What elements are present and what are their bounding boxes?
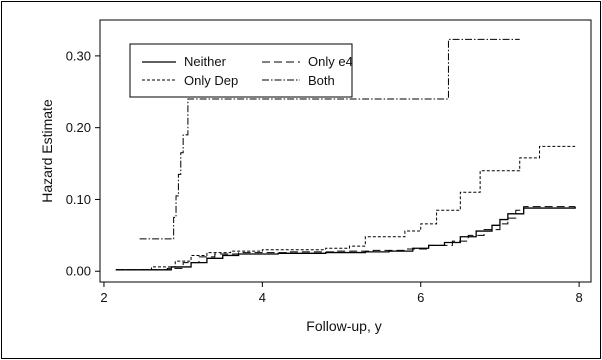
series-layer [115,38,576,271]
x-tick-label: 2 [100,290,107,305]
legend-label-neither: Neither [184,54,227,69]
y-tick-label: 0.30 [66,48,91,63]
y-tick-label: 0.10 [66,192,91,207]
legend-label-only-dep: Only Dep [184,73,238,88]
series-line-both [139,38,520,240]
y-tick-label: 0.20 [66,120,91,135]
x-tick-label: 4 [259,290,266,305]
series-line-only-e4 [115,206,576,271]
y-axis-title: Hazard Estimate [39,99,55,203]
x-tick-label: 6 [417,290,424,305]
series-line-only-dep [115,145,576,271]
x-tick-label: 8 [576,290,583,305]
legend-box [129,43,353,98]
axis-layer: 2 4 6 8 0.00 0.10 0.20 0.30 [66,48,583,305]
legend: Neither Only Dep Only e4 Both [129,43,353,98]
y-tick-label: 0.00 [66,264,91,279]
legend-label-only-e4: Only e4 [308,54,353,69]
series-line-neither [115,206,576,271]
plot-area-frame [99,19,592,283]
x-axis-title: Follow-up, y [306,318,381,334]
legend-label-both: Both [308,73,335,88]
